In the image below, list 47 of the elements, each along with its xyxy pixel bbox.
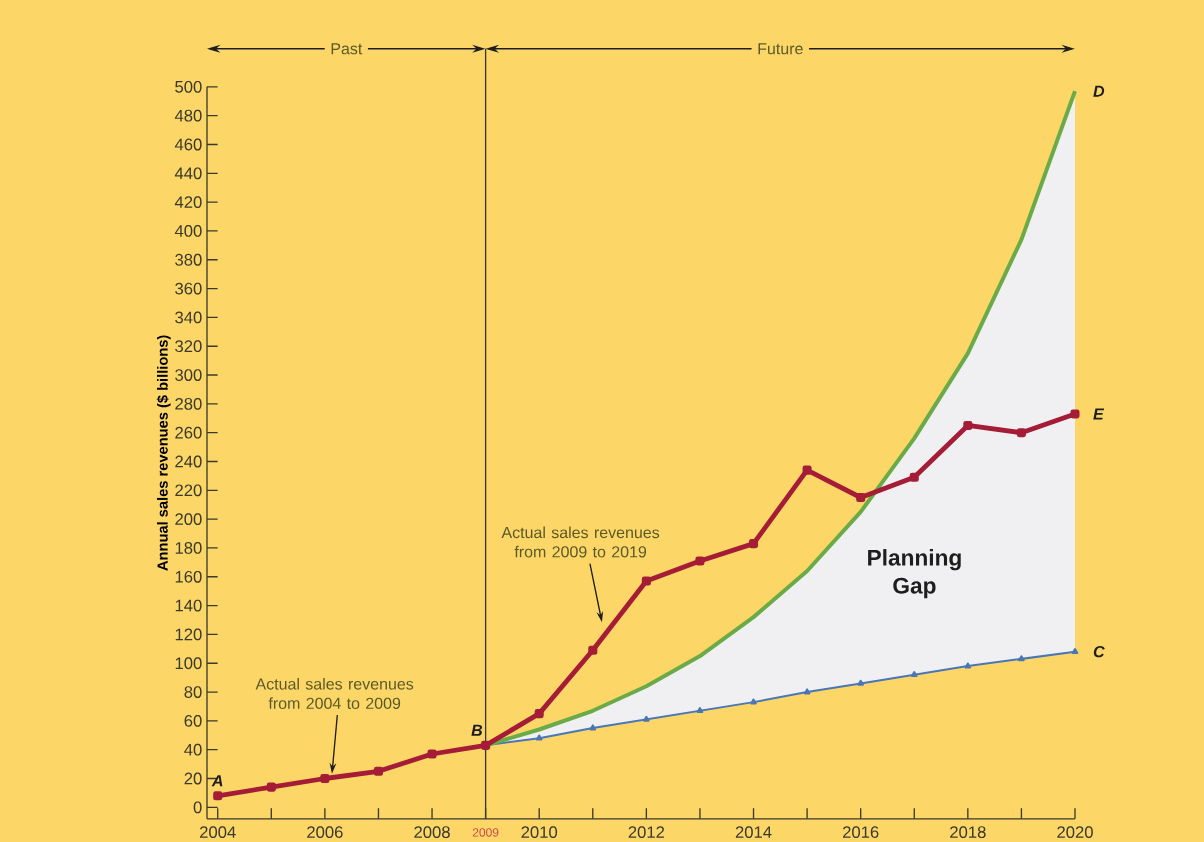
y-tick-label: 220 <box>175 484 202 497</box>
y-tick-label: 200 <box>175 513 202 526</box>
x-tick-label: 2014 <box>735 826 772 839</box>
y-tick-label: 360 <box>175 282 202 295</box>
y-tick-label: 240 <box>175 455 202 468</box>
x-tick-label: 2020 <box>1057 826 1093 839</box>
y-tick-label: 420 <box>174 196 202 209</box>
x-tick-label: 2006 <box>307 826 343 839</box>
y-tick-label: 0 <box>193 801 202 814</box>
annotation: B <box>471 724 483 736</box>
annotation: E <box>1093 408 1105 420</box>
annotation: D <box>1093 85 1105 97</box>
x-tick-label: 2004 <box>200 826 236 839</box>
y-axis-title: Annual sales revenues ($ billions) <box>156 335 171 571</box>
y-tick-label: 380 <box>175 253 202 266</box>
y-tick-label: 60 <box>184 714 202 727</box>
y-tick-label: 320 <box>175 340 202 353</box>
y-tick-label: 120 <box>175 628 202 641</box>
annotation: Planning Gap <box>868 549 961 599</box>
y-tick-label: 20 <box>184 772 202 785</box>
y-tick-label: 300 <box>175 369 202 381</box>
y-tick-label: 180 <box>175 542 202 554</box>
y-tick-label: 160 <box>175 570 202 583</box>
y-tick-label: 440 <box>174 167 202 180</box>
text: Future <box>758 43 803 55</box>
x-tick-label: 2008 <box>414 826 450 839</box>
y-tick-label: 260 <box>175 426 202 439</box>
annotation: Actual sales revenues from 2009 to 2019 <box>501 526 660 558</box>
text: Past <box>331 43 363 55</box>
y-tick-label: 340 <box>175 311 202 324</box>
y-tick-label: 100 <box>175 657 202 670</box>
x-tick-label: 2018 <box>950 826 986 839</box>
ref-line-label: 2009 <box>472 828 499 837</box>
annotation: C <box>1093 646 1105 658</box>
y-tick-label: 140 <box>175 599 202 612</box>
y-tick-label: 40 <box>184 743 202 756</box>
y-tick-label: 500 <box>175 80 202 93</box>
annotation: Actual sales revenues from 2004 to 2009 <box>255 677 414 709</box>
x-tick-label: 2012 <box>628 826 665 839</box>
y-tick-label: 80 <box>184 686 202 698</box>
x-tick-label: 2010 <box>521 826 558 839</box>
y-tick-label: 400 <box>174 225 202 237</box>
annotation: A <box>211 775 223 787</box>
x-tick-label: 2016 <box>842 826 879 839</box>
y-tick-label: 280 <box>175 397 202 410</box>
y-tick-label: 480 <box>174 109 202 122</box>
y-tick-label: 460 <box>174 138 202 151</box>
